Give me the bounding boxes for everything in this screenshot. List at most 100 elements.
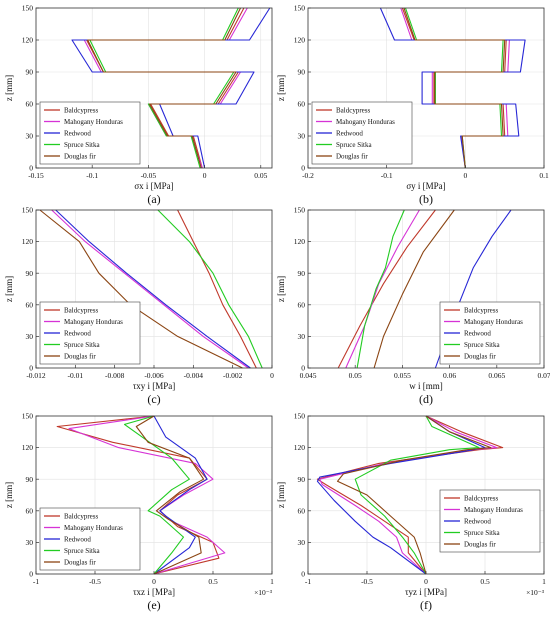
series-line-douglas-fir: [87, 7, 241, 169]
y-axis-label: z [mm]: [276, 75, 286, 101]
x-axis-label: σx i [MPa]: [134, 181, 173, 191]
series-line-mahogany-honduras: [400, 7, 510, 169]
x-axis-label: τxy i [MPa]: [133, 381, 176, 391]
x-axis-label: τxz i [MPa]: [133, 587, 175, 597]
y-tick-label: 150: [294, 206, 306, 215]
y-tick-label: 120: [22, 443, 34, 452]
x-tick-label: 0.05: [349, 371, 362, 380]
x-tick-label: 0.055: [394, 371, 411, 380]
legend-label: Mahogany Honduras: [336, 118, 395, 126]
y-tick-label: 150: [22, 206, 34, 215]
series-line-baldcypress: [337, 209, 436, 369]
y-tick-label: 30: [298, 332, 306, 341]
y-tick-label: 150: [22, 412, 34, 421]
y-tick-label: 120: [294, 36, 306, 45]
panel-e: -1 -0.5 0 0.5 1 0 30 60 90 120 150 τxz i [MPa] z [mm…: [4, 412, 274, 612]
x-tick-label: 0: [152, 577, 156, 586]
x-tick-label: 0.06: [443, 371, 456, 380]
y-axis-label: z [mm]: [4, 276, 14, 302]
legend-label: Baldcypress: [464, 495, 498, 503]
x-tick-label: 0.5: [480, 577, 490, 586]
legend: Baldcypress Mahogany Honduras Redwood Spruc…: [439, 489, 541, 553]
panel-d: 0.045 0.05 0.055 0.06 0.065 0.07 0 30 60 90 120 150…: [276, 206, 550, 406]
y-tick-label: 60: [298, 100, 306, 109]
legend-label: Mahogany Honduras: [464, 506, 523, 514]
x-tick-label: 0.045: [300, 371, 317, 380]
series-line-baldcypress: [56, 415, 220, 575]
y-tick-label: 30: [298, 132, 306, 141]
series-line-spruce-sitka: [123, 415, 190, 575]
y-tick-label: 90: [26, 68, 34, 77]
y-tick-label: 60: [26, 300, 34, 309]
y-tick-label: 150: [294, 412, 306, 421]
panel-f: -1 -0.5 0 0.5 1 0 30 60 90 120 150 τyz i [MPa] z [mm…: [276, 412, 546, 612]
series-line-mahogany-honduras: [319, 415, 498, 575]
y-tick-label: 150: [294, 4, 306, 13]
x-tick-label: 0.05: [254, 171, 267, 180]
y-tick-label: 60: [26, 100, 34, 109]
x-tick-label: 0.065: [488, 371, 505, 380]
legend-label: Spruce Sitka: [336, 141, 372, 149]
x-tick-label: -0.5: [361, 577, 373, 586]
series-line-mahogany-honduras: [51, 209, 249, 369]
legend-label: Spruce Sitka: [464, 341, 500, 349]
y-tick-label: 0: [301, 364, 305, 373]
legend-label: Douglas fir: [464, 353, 496, 361]
x-tick-label: -1: [305, 577, 311, 586]
x-tick-label: -0.1: [86, 171, 98, 180]
y-tick-label: 120: [294, 237, 306, 246]
legend: Baldcypress Mahogany Honduras Redwood Spruc…: [311, 101, 413, 165]
legend-label: Redwood: [336, 130, 363, 138]
legend-label: Douglas fir: [464, 541, 496, 549]
panel-b: -0.2 -0.1 0 0.1 0 30 60 90 120 150 σy i [MPa] z [mm…: [276, 4, 549, 206]
y-axis-label: z [mm]: [276, 482, 286, 508]
legend-label: Redwood: [64, 536, 91, 544]
x-axis-label: w i [mm]: [409, 381, 443, 391]
x-tick-label: 0: [203, 171, 207, 180]
series-line-redwood: [316, 415, 486, 575]
series-line-douglas-fir: [403, 7, 506, 169]
legend-label: Baldcypress: [64, 513, 98, 521]
x-tick-label: 0.5: [208, 577, 218, 586]
x-multiplier: ×10⁻³: [526, 588, 545, 597]
x-tick-label: -0.1: [381, 171, 393, 180]
x-tick-label: -0.004: [184, 371, 204, 380]
legend-label: Redwood: [64, 330, 91, 338]
legend-label: Redwood: [64, 130, 91, 138]
y-axis-label: z [mm]: [4, 75, 14, 101]
y-tick-label: 90: [298, 475, 306, 484]
y-tick-label: 90: [26, 475, 34, 484]
legend-label: Spruce Sitka: [64, 547, 100, 555]
series-line-redwood: [55, 209, 251, 369]
y-tick-label: 90: [26, 269, 34, 278]
y-tick-label: 0: [29, 570, 33, 579]
legend-label: Douglas fir: [64, 559, 96, 567]
y-tick-label: 30: [298, 538, 306, 547]
y-tick-label: 150: [22, 4, 34, 13]
series-line-spruce-sitka: [404, 7, 504, 169]
panel-caption: (d): [419, 392, 433, 406]
legend-label: Mahogany Honduras: [464, 318, 523, 326]
legend-label: Spruce Sitka: [64, 141, 100, 149]
x-tick-label: -0.012: [26, 371, 46, 380]
series-line-spruce-sitka: [354, 415, 480, 575]
panel-caption: (f): [420, 598, 432, 612]
axes-box: [307, 7, 545, 169]
x-tick-label: -0.006: [144, 371, 164, 380]
y-tick-label: 60: [26, 506, 34, 515]
y-tick-label: 90: [298, 68, 306, 77]
series-line-baldcypress: [401, 7, 507, 169]
legend: Baldcypress Mahogany Honduras Redwood Spruc…: [39, 301, 141, 365]
x-axis-label: σy i [MPa]: [406, 181, 445, 191]
panel-a: -0.15 -0.1 -0.05 0 0.05 0 30 60 90 120 150 σx i [MP…: [4, 4, 273, 206]
legend-label: Redwood: [464, 518, 491, 526]
y-tick-label: 90: [298, 269, 306, 278]
y-axis-label: z [mm]: [276, 276, 286, 302]
legend-label: Redwood: [464, 330, 491, 338]
legend: Baldcypress Mahogany Honduras Redwood Spruc…: [39, 101, 141, 165]
legend-label: Baldcypress: [464, 307, 498, 315]
x-tick-label: -0.008: [105, 371, 125, 380]
x-tick-label: 1: [542, 577, 546, 586]
series-line-douglas-fir: [39, 209, 243, 369]
